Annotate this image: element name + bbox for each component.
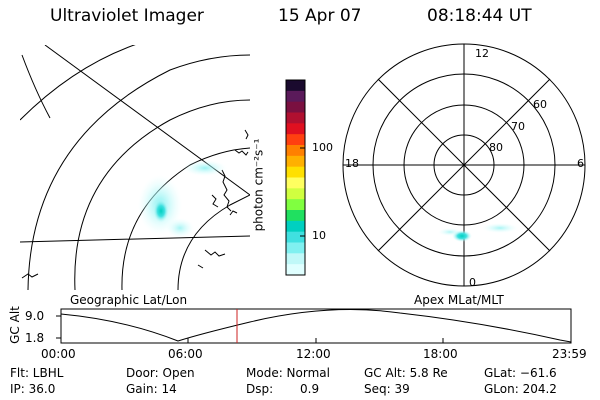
coastline: [21, 273, 39, 279]
colorbar-segment: [286, 264, 305, 276]
polar-lat-label-70: 70: [511, 120, 525, 133]
dsp-label: Dsp:: [246, 382, 274, 396]
colorbar-segment: [286, 199, 305, 211]
apex-label: Apex MLat/MLT: [414, 293, 504, 307]
colorbar-frame: [285, 79, 306, 276]
coastline: [204, 249, 226, 257]
colorbar-tick-label: 10: [312, 229, 326, 242]
altitude-plot: [56, 308, 572, 344]
geographic-map: [20, 45, 250, 290]
glat-value: GLat: −61.6: [484, 366, 557, 380]
colorbar: [285, 79, 306, 276]
polar-mlt-label-18: 18: [345, 157, 359, 170]
colorbar-segment: [286, 231, 305, 243]
coastline: [234, 149, 249, 156]
colorbar-segment: [286, 134, 305, 146]
coastline: [244, 129, 249, 140]
map-lat-arc: [74, 99, 250, 290]
colorbar-segment: [286, 145, 305, 157]
glon-value: GLon: 204.2: [484, 382, 557, 396]
colorbar-segment: [286, 90, 305, 103]
altitude-ylabel: GC Alt: [7, 306, 22, 344]
map-lat-arc: [121, 147, 250, 290]
altitude-ytick: 9.0: [25, 309, 45, 323]
colorbar-segment: [286, 123, 305, 135]
coastline: [197, 264, 204, 269]
instrument-title: Ultraviolet Imager: [50, 6, 204, 26]
colorbar-segment: [286, 101, 305, 113]
colorbar-segment: [286, 166, 305, 178]
polar-mlt-label-0: 0: [469, 276, 476, 289]
polar-diagonal: [377, 78, 551, 252]
polar-lat-label-60: 60: [533, 98, 547, 111]
colorbar-segment: [286, 253, 305, 265]
polar-mlt-label-12: 12: [475, 47, 489, 60]
polar-plot: [342, 43, 586, 287]
colorbar-segment: [286, 155, 305, 168]
time-axis-label: 00:00: [41, 347, 76, 361]
colorbar-segment: [286, 242, 305, 254]
altitude-ytick: 1.8: [25, 331, 45, 345]
gc-alt-value: GC Alt: 5.8 Re: [364, 366, 448, 380]
geographic-label: Geographic Lat/Lon: [70, 293, 188, 307]
time-label: 08:18:44 UT: [427, 6, 532, 26]
mode-value: Mode: Normal: [246, 366, 330, 380]
polar-lat-label-80: 80: [489, 141, 503, 154]
aurora-emission-polar: [438, 223, 518, 242]
time-axis-label: 06:00: [168, 347, 203, 361]
coastline: [221, 169, 232, 212]
aurora-emission-map: [138, 160, 227, 238]
colorbar-unit-label: photon cm⁻²s⁻¹: [251, 138, 266, 232]
time-axis-label: 18:00: [423, 347, 458, 361]
filter-value: Flt: LBHL: [10, 366, 64, 380]
colorbar-segment: [286, 210, 305, 222]
colorbar-segment: [286, 112, 305, 124]
dsp-value: 0.9: [300, 382, 320, 396]
map-lat-arc: [177, 194, 250, 290]
door-value: Door: Open: [126, 366, 195, 380]
polar-mlt-label-6: 6: [577, 157, 584, 170]
altitude-plot-frame: [60, 308, 572, 344]
colorbar-segment: [286, 80, 305, 92]
time-axis-label: 23:59: [552, 347, 587, 361]
ip-value: IP: 36.0: [10, 382, 56, 396]
map-meridian: [20, 235, 250, 243]
gain-value: Gain: 14: [126, 382, 177, 396]
time-axis-label: 12:00: [296, 347, 331, 361]
coastline: [211, 194, 219, 208]
altitude-curve: [60, 309, 572, 343]
map-lat-arc: [20, 45, 136, 121]
colorbar-ticks: [300, 147, 305, 237]
map-lat-arc: [27, 54, 250, 290]
colorbar-segment: [286, 220, 305, 233]
colorbar-segment: [286, 177, 305, 189]
seq-value: Seq: 39: [364, 382, 410, 396]
date-label: 15 Apr 07: [278, 6, 362, 26]
colorbar-tick-label: 100: [312, 141, 333, 154]
coastline: [21, 54, 51, 119]
colorbar-segment: [286, 188, 305, 200]
coastline: [229, 210, 238, 216]
